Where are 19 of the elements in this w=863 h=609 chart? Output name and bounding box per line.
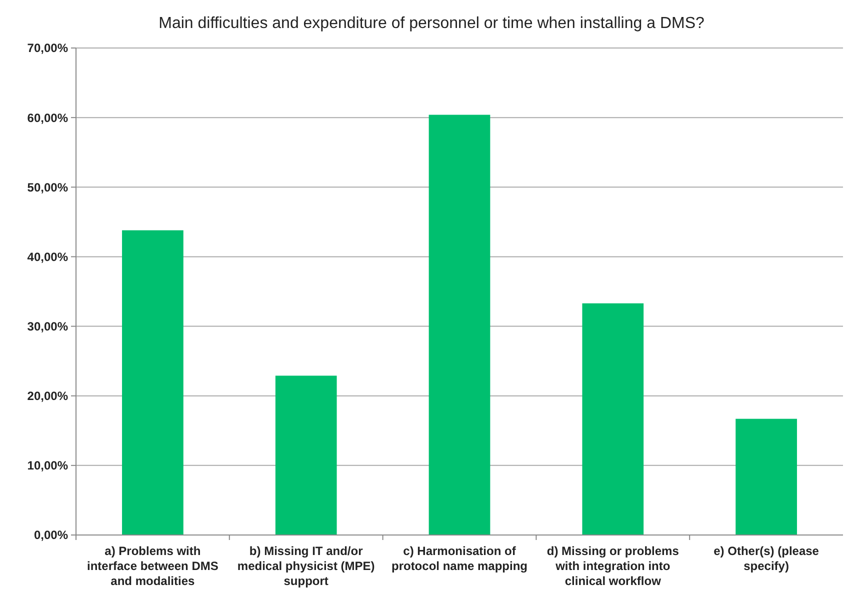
y-tick-label: 60,00% bbox=[27, 110, 68, 125]
y-tick-label: 20,00% bbox=[27, 389, 68, 404]
y-tick-label: 0,00% bbox=[34, 528, 68, 542]
x-tick-label: d) Missing or problems with integration into clinical workflow bbox=[546, 544, 680, 588]
y-tick-label: 70,00% bbox=[27, 41, 68, 56]
chart-title: Main difficulties and expenditure of personnel or time when installing a DMS? bbox=[158, 15, 704, 32]
y-tick-label: 10,00% bbox=[27, 458, 68, 473]
x-tick-label: c) Harmonisation of protocol name mapping bbox=[391, 544, 528, 573]
x-tick-label: a) Problems with interface between DMS and modalities bbox=[87, 544, 218, 588]
x-tick-label: e) Other(s) (please specify) bbox=[714, 544, 820, 573]
x-tick-label: b) Missing IT and/or medical physicist (MPE) support bbox=[237, 544, 375, 588]
y-tick-label: 40,00% bbox=[27, 250, 68, 264]
bar bbox=[736, 418, 797, 535]
bar bbox=[122, 230, 184, 535]
bar bbox=[275, 376, 337, 535]
y-tick-label: 30,00% bbox=[27, 319, 68, 334]
bar bbox=[582, 303, 644, 535]
y-tick-label: 50,00% bbox=[27, 180, 68, 194]
bar bbox=[428, 114, 490, 535]
